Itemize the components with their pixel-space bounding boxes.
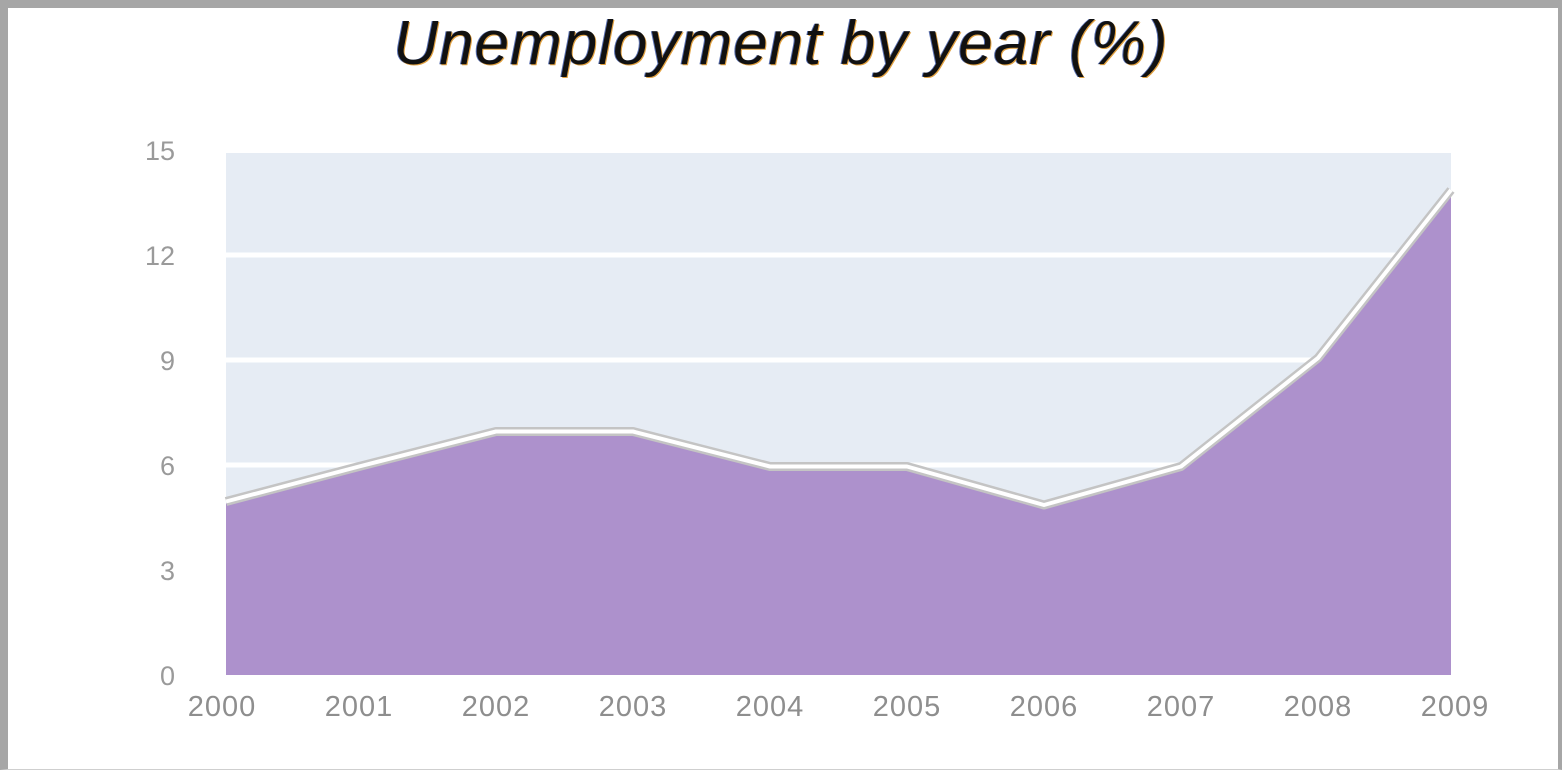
y-tick-label: 6 [160,451,175,481]
x-tick-label: 2006 [1010,691,1079,723]
y-tick-label: 3 [160,556,175,586]
y-tick-label: 9 [160,346,175,376]
chart-title: Unemployment by year (%) [393,9,1169,78]
x-tick-label: 2004 [736,691,805,723]
x-tick-label: 2001 [325,691,394,723]
x-tick-label: 2000 [188,691,257,723]
y-tick-label: 12 [145,241,175,271]
x-tick-label: 2008 [1284,691,1353,723]
x-tick-label: 2003 [599,691,668,723]
x-tick-label: 2002 [462,691,531,723]
x-tick-label: 2009 [1421,691,1490,723]
series-area [226,192,1451,675]
x-tick-label: 2007 [1147,691,1216,723]
x-tick-label: 2005 [873,691,942,723]
y-axis-ticks: 0 3 6 9 12 15 [145,136,175,691]
series-line [225,188,1453,507]
y-tick-label: 0 [160,661,175,691]
y-tick-label: 15 [145,136,175,166]
x-axis-ticks: 2000 2001 2002 2003 2004 2005 2006 2007 2008 2009 [188,691,1490,723]
